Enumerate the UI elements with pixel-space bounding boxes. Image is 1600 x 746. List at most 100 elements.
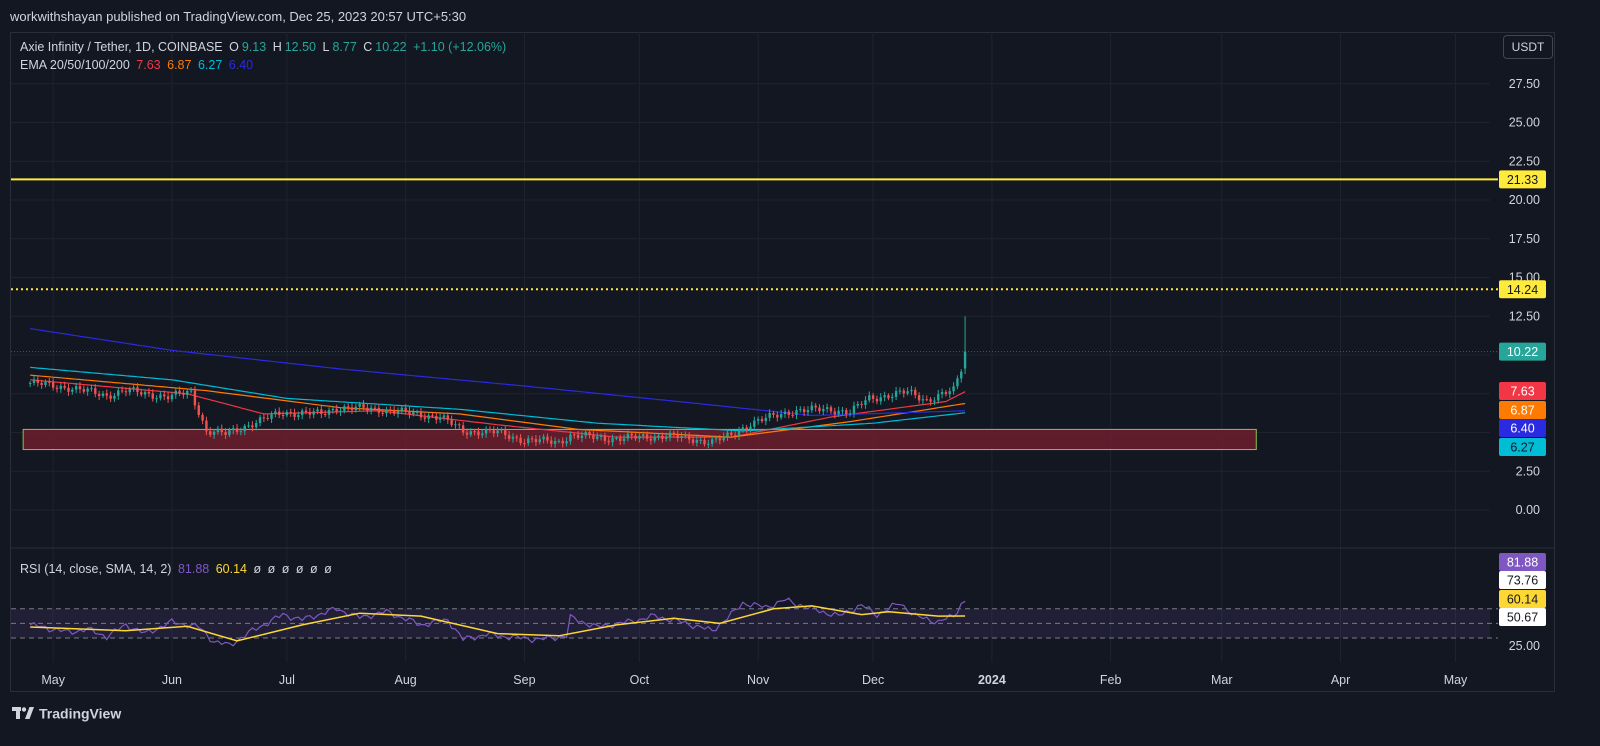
- candle-body: [668, 432, 672, 438]
- candle-body: [155, 398, 158, 400]
- candle-body: [117, 390, 120, 396]
- rsi-value-label-bg: [1499, 553, 1546, 571]
- candle-body: [327, 409, 331, 415]
- candle-body: [638, 435, 641, 439]
- candle-body: [235, 428, 239, 432]
- candle-body: [810, 405, 814, 411]
- candle-body: [534, 439, 538, 443]
- candle-body: [707, 443, 710, 445]
- tradingview-logo-icon: [12, 707, 34, 720]
- candle-body: [665, 437, 668, 439]
- price-tick-label: 2.50: [1516, 464, 1540, 478]
- candle-body: [749, 426, 752, 430]
- candle-body: [634, 435, 637, 439]
- rsi-empty-3: ø: [295, 562, 304, 576]
- candle-body: [350, 407, 354, 411]
- rsi-legend[interactable]: RSI (14, close, SMA, 14, 2) 81.88 60.14 …: [20, 562, 335, 576]
- candle-body: [699, 439, 702, 441]
- candle-body: [500, 429, 503, 431]
- candle-body: [565, 441, 568, 444]
- candle-body: [852, 405, 856, 414]
- candle-body: [109, 395, 112, 399]
- candle-body: [316, 409, 319, 412]
- candle-body: [695, 440, 699, 443]
- candle-body: [40, 382, 43, 386]
- candle-body: [140, 392, 143, 395]
- time-tick-label: Jul: [279, 673, 295, 687]
- candle-body: [795, 410, 798, 415]
- candle-body: [251, 425, 254, 428]
- candle-body: [630, 433, 633, 436]
- candle-body: [756, 419, 760, 421]
- candle-body: [550, 440, 553, 444]
- candle-body: [672, 432, 676, 435]
- rsi-value-label: 50.67: [1507, 611, 1538, 625]
- candle-body: [814, 405, 817, 408]
- ema-lines: [30, 328, 966, 438]
- ema-label: EMA 20/50/100/200: [20, 58, 130, 72]
- candle-body: [856, 403, 859, 406]
- time-tick-label: Apr: [1331, 673, 1350, 687]
- candle-body: [442, 415, 446, 418]
- published-info: workwithshayan published on TradingView.…: [10, 9, 467, 24]
- candle-body: [136, 387, 139, 393]
- candle-body: [419, 411, 423, 418]
- candle-body: [385, 409, 388, 414]
- candle-body: [232, 428, 235, 431]
- price-tick-label: 20.00: [1509, 193, 1540, 207]
- candle-body: [894, 391, 898, 397]
- time-tick-label: Nov: [747, 673, 770, 687]
- candle-body: [960, 371, 963, 379]
- candle-body: [542, 436, 545, 440]
- candle-body: [596, 436, 599, 439]
- candle-body: [339, 410, 342, 412]
- candle-body: [412, 411, 415, 415]
- ema-last-label: 6.87: [1510, 404, 1534, 418]
- candle-body: [481, 433, 484, 436]
- ema20-line: [30, 379, 966, 438]
- candle-body: [86, 388, 89, 392]
- candle-body: [584, 432, 587, 436]
- candle-body: [599, 435, 603, 437]
- candle-body: [205, 420, 208, 432]
- candle-body: [722, 436, 725, 441]
- candle-body: [891, 396, 894, 399]
- candle-body: [829, 407, 833, 412]
- ema-last-label: 7.63: [1510, 385, 1534, 399]
- candle-body: [362, 403, 365, 408]
- ema200-value: 6.40: [228, 58, 254, 72]
- candle-body: [44, 381, 47, 386]
- candle-body: [201, 414, 204, 421]
- candle-body: [484, 428, 488, 434]
- price-levels: [11, 178, 1498, 353]
- candle-body: [239, 431, 243, 433]
- low-value: 8.77: [332, 40, 357, 54]
- rsi-ma-line: [30, 605, 966, 642]
- rsi-empty-0: ø: [253, 562, 262, 576]
- rsi-value-label-bg: [1499, 608, 1546, 626]
- candle-body: [197, 405, 200, 415]
- candle-body: [247, 425, 250, 427]
- candle-body: [59, 385, 63, 389]
- candle-body: [527, 438, 530, 444]
- candle-body: [860, 403, 863, 405]
- rsi-value-label: 73.76: [1507, 574, 1538, 588]
- time-tick-label: May: [1444, 673, 1468, 687]
- low-label: L: [322, 40, 330, 54]
- candle-body: [799, 409, 802, 411]
- symbol-legend[interactable]: Axie Infinity / Tether, 1D, COINBASE O 9.…: [20, 40, 509, 54]
- ema-legend[interactable]: EMA 20/50/100/200 7.63 6.87 6.27 6.40: [20, 58, 256, 72]
- candle-body: [113, 395, 116, 399]
- candle-body: [97, 393, 101, 396]
- candle-body: [868, 395, 871, 401]
- candle-body: [875, 398, 879, 402]
- candle-body: [845, 410, 848, 415]
- currency-unit-button[interactable]: USDT: [1503, 35, 1553, 59]
- candle-body: [255, 423, 258, 428]
- candle-body: [607, 440, 610, 443]
- candle-body: [74, 386, 78, 390]
- ema100-value: 6.27: [197, 58, 223, 72]
- candle-body: [304, 410, 308, 413]
- candle-body: [944, 392, 948, 395]
